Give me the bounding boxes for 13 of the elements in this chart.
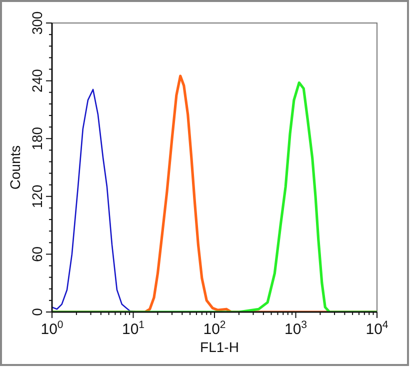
y-tick-label: 180 [29, 126, 45, 150]
x-tick-label: 10$^{3}$ [284, 319, 308, 338]
y-tick-label: 0 [29, 308, 45, 316]
x-axis-title: FL1-H [200, 339, 239, 355]
x-tick-label: 10$^{0}$ [40, 319, 64, 338]
y-axis-title: Counts [7, 145, 23, 190]
y-tick-label: 240 [29, 68, 45, 92]
y-tick-label: 120 [29, 184, 45, 208]
y-tick-label: 300 [29, 11, 45, 35]
x-tick-label: 10$^{1}$ [122, 319, 145, 338]
x-tick-label: 10$^{2}$ [203, 319, 226, 338]
x-tick-label: 10$^{4}$ [366, 319, 388, 338]
y-tick-label: 60 [29, 246, 45, 262]
